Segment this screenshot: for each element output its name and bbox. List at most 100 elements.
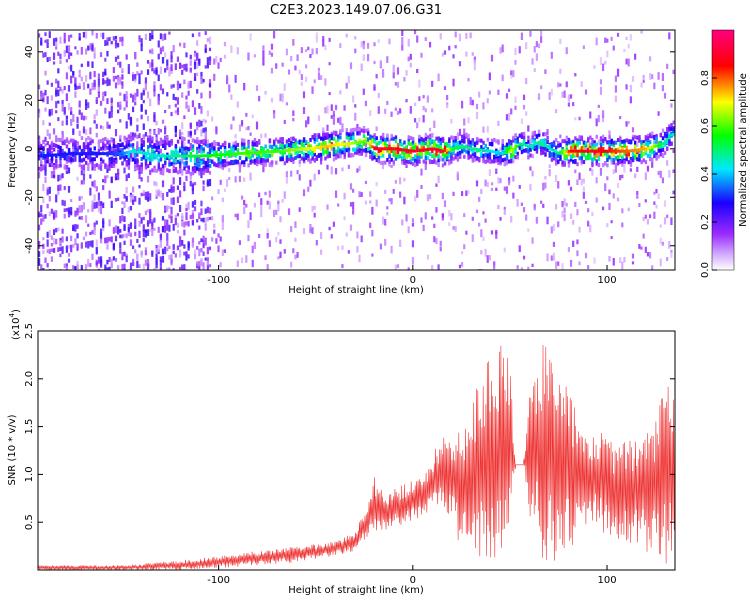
spectrogram-cell xyxy=(174,148,178,153)
spectrogram-cell xyxy=(441,157,445,162)
spectrogram-cell xyxy=(379,152,383,157)
spectrogram-cell xyxy=(181,141,184,146)
spectrogram-cell xyxy=(648,140,652,145)
spectrogram-cell xyxy=(319,249,323,255)
spectrogram-cell xyxy=(281,149,284,153)
spectrogram-cell xyxy=(46,189,49,196)
spectrogram-cell xyxy=(435,148,438,152)
spectrogram-cell xyxy=(364,136,368,141)
spectrogram-cell xyxy=(108,219,111,227)
spectrogram-cell xyxy=(172,197,175,205)
spectrogram-cell xyxy=(490,187,494,191)
spectrogram-cell xyxy=(501,139,504,144)
spectrogram-cell xyxy=(208,207,212,214)
spectrogram-cell xyxy=(661,142,665,146)
spectrogram-cell xyxy=(307,116,310,125)
spectrogram-cell xyxy=(458,33,462,42)
spectrogram-cell xyxy=(480,188,483,194)
spectrogram-cell xyxy=(119,248,122,254)
spectrogram-cell xyxy=(542,142,545,146)
spectrogram-cell xyxy=(610,158,613,165)
spectrogram-cell xyxy=(129,132,133,137)
spectrogram-cell xyxy=(268,190,271,198)
spectrogram-cell xyxy=(275,236,278,243)
spectrogram-cell xyxy=(640,82,643,88)
spectrogram-cell xyxy=(431,145,434,150)
spectrogram-cell xyxy=(136,166,139,171)
spectrogram-cell xyxy=(399,239,402,247)
spectrogram-cell xyxy=(471,141,475,146)
spectrogram-cell xyxy=(460,251,464,255)
spectrogram-cell xyxy=(67,252,71,257)
spectrogram-cell xyxy=(234,213,237,218)
spectrogram-cell xyxy=(74,224,77,232)
spectrogram-cell xyxy=(631,127,635,133)
spectrogram-cell xyxy=(178,146,182,151)
spectrogram-cell xyxy=(373,146,376,150)
spectrogram-cell xyxy=(176,222,180,228)
spectrogram-cell xyxy=(138,77,141,85)
spectrogram-cell xyxy=(578,172,581,180)
spectrogram-cell xyxy=(89,43,92,51)
spectrogram-cell xyxy=(636,153,639,158)
spectrogram-cell xyxy=(236,47,239,55)
spectrogram-cell xyxy=(230,124,233,130)
spectrogram-cell xyxy=(409,157,413,162)
spectrogram-cell xyxy=(648,56,652,62)
spectrogram-cell xyxy=(567,247,570,252)
spectrogram-cell xyxy=(193,61,197,70)
spectrogram-cell xyxy=(582,178,585,184)
spectrogram-cell xyxy=(646,153,650,158)
spectrogram-cell xyxy=(202,141,205,146)
spectrogram-cell xyxy=(114,35,118,40)
spectrogram-cell xyxy=(260,205,263,212)
spectrogram-cell xyxy=(112,152,116,156)
spectrogram-cell xyxy=(366,147,370,152)
spectrogram-cell xyxy=(527,151,530,158)
spectrogram-cell xyxy=(565,141,569,146)
spectrogram-cell xyxy=(155,120,158,126)
spectrogram-cell xyxy=(563,207,566,214)
spectrogram-cell xyxy=(168,104,171,109)
spectrogram-cell xyxy=(441,53,444,57)
spectrogram-cell xyxy=(97,152,101,156)
spectrogram-cell xyxy=(580,146,584,151)
spectrogram-cell xyxy=(659,224,662,228)
spectrogram-cell xyxy=(63,263,66,269)
spectrogram-cell xyxy=(225,162,229,167)
spectrogram-cell xyxy=(183,79,186,85)
spectrogram-cell xyxy=(78,69,81,74)
spectrogram-cell xyxy=(243,177,246,182)
spectrogram-cell xyxy=(313,79,316,84)
spectrogram-cell xyxy=(159,148,162,154)
spectrogram-cell xyxy=(396,110,400,115)
spectrogram-cell xyxy=(552,149,556,153)
spectrogram-cell xyxy=(144,151,148,155)
colorbar-tick-label: 0.4 xyxy=(700,166,711,182)
spectrogram-cell xyxy=(390,148,393,153)
spectrogram-cell xyxy=(238,152,242,156)
spectrogram-cell xyxy=(57,184,60,191)
spectrogram-cell xyxy=(208,171,212,175)
spectrogram-cell xyxy=(168,67,171,75)
spectrogram-cell xyxy=(290,170,293,177)
spectrogram-cell xyxy=(604,161,607,166)
spectrogram-cell xyxy=(185,160,188,165)
spectrogram-cell xyxy=(653,154,656,159)
spectrogram-cell xyxy=(219,145,222,150)
spectrogram-cell xyxy=(580,159,583,164)
spectrogram-cell xyxy=(317,134,321,139)
spectrogram-cell xyxy=(55,153,58,157)
spectrogram-cell xyxy=(183,115,186,120)
spectrogram-cell xyxy=(612,258,615,266)
spectrogram-cell xyxy=(619,257,622,264)
spectrogram-cell xyxy=(401,219,404,226)
spectrogram-cell xyxy=(97,78,101,86)
spectrogram-cell xyxy=(164,160,167,165)
spectrogram-cell xyxy=(309,54,312,59)
spectrogram-cell xyxy=(616,149,620,153)
spectrogram-cell xyxy=(189,122,192,130)
spectrogram-cell xyxy=(38,141,41,146)
spectrogram-cell xyxy=(281,95,284,103)
spectrogram-cell xyxy=(463,148,466,153)
